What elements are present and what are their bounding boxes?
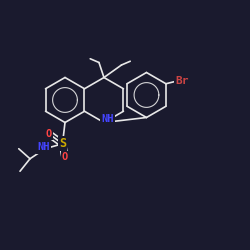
Text: S: S (59, 137, 66, 150)
Text: NH: NH (102, 114, 114, 124)
Text: O: O (62, 152, 68, 162)
Text: O: O (46, 129, 52, 139)
Text: Br: Br (176, 76, 189, 86)
Text: NH: NH (38, 142, 50, 152)
